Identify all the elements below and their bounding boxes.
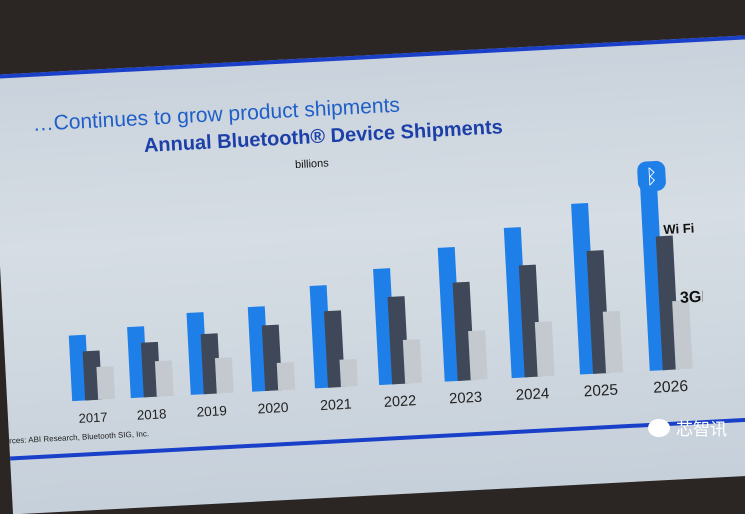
bar-3gpp-2024 xyxy=(534,321,555,377)
x-tick-label: 2017 xyxy=(78,409,108,425)
bar-3gpp-2021 xyxy=(339,358,358,388)
x-tick-label: 2025 xyxy=(583,382,618,401)
bar-bluetooth-2025 xyxy=(571,203,598,375)
x-tick-label: 2026 xyxy=(653,378,689,397)
bar-3gpp-2019 xyxy=(214,357,234,394)
series-label-wifi: Wi Fi xyxy=(663,220,695,237)
x-tick-label: 2018 xyxy=(137,406,167,423)
bar-wifi-2019 xyxy=(200,333,221,395)
bar-bluetooth-2024 xyxy=(503,227,529,379)
slide-top-rule xyxy=(0,34,745,79)
series-label-bluetooth: ᛒ xyxy=(645,166,658,189)
bar-wifi-2023 xyxy=(452,281,475,381)
bar-3gpp-2025 xyxy=(602,310,623,374)
bar-bluetooth-2021 xyxy=(309,285,332,389)
x-tick-label: 2021 xyxy=(320,397,352,415)
x-tick-label: 2022 xyxy=(384,393,417,411)
bar-wifi-2025 xyxy=(586,250,610,374)
y-axis-unit: billions xyxy=(294,157,330,172)
bar-wifi-2024 xyxy=(518,264,542,378)
bar-wifi-2017 xyxy=(82,350,103,401)
bar-wifi-2022 xyxy=(387,296,410,385)
wechat-icon xyxy=(648,418,670,437)
watermark: 芯智讯 xyxy=(648,415,727,440)
presentation-slide: …Continues to grow product shipments Ann… xyxy=(0,34,745,514)
bar-3gpp-2017 xyxy=(96,366,116,400)
bar-wifi-2018 xyxy=(140,341,161,398)
bar-3gpp-2022 xyxy=(402,339,423,384)
bar-wifi-2026 xyxy=(655,235,680,371)
watermark-text: 芯智讯 xyxy=(676,420,727,439)
bar-3gpp-2026 xyxy=(672,300,693,370)
bluetooth-logo-icon xyxy=(637,160,666,192)
bar-3gpp-2020 xyxy=(276,362,296,391)
x-tick-label: 2019 xyxy=(196,403,227,420)
bar-bluetooth-2019 xyxy=(186,312,208,395)
bar-bluetooth-2023 xyxy=(437,246,462,382)
bar-wifi-2020 xyxy=(261,324,283,392)
bar-3gpp-2018 xyxy=(154,360,174,397)
bar-wifi-2021 xyxy=(323,310,345,388)
x-tick-label: 2024 xyxy=(515,385,549,404)
series-label-3gpp: 3GPP xyxy=(680,288,709,307)
x-tick-label: 2023 xyxy=(449,390,483,408)
bar-chart: 2017 2018 2019 2020 2021 2022 2023 2024 2025 2026… xyxy=(68,160,709,426)
bar-3gpp-2023 xyxy=(468,330,488,381)
bar-bluetooth-2026 xyxy=(639,178,667,371)
x-tick-label: 2020 xyxy=(257,399,289,417)
